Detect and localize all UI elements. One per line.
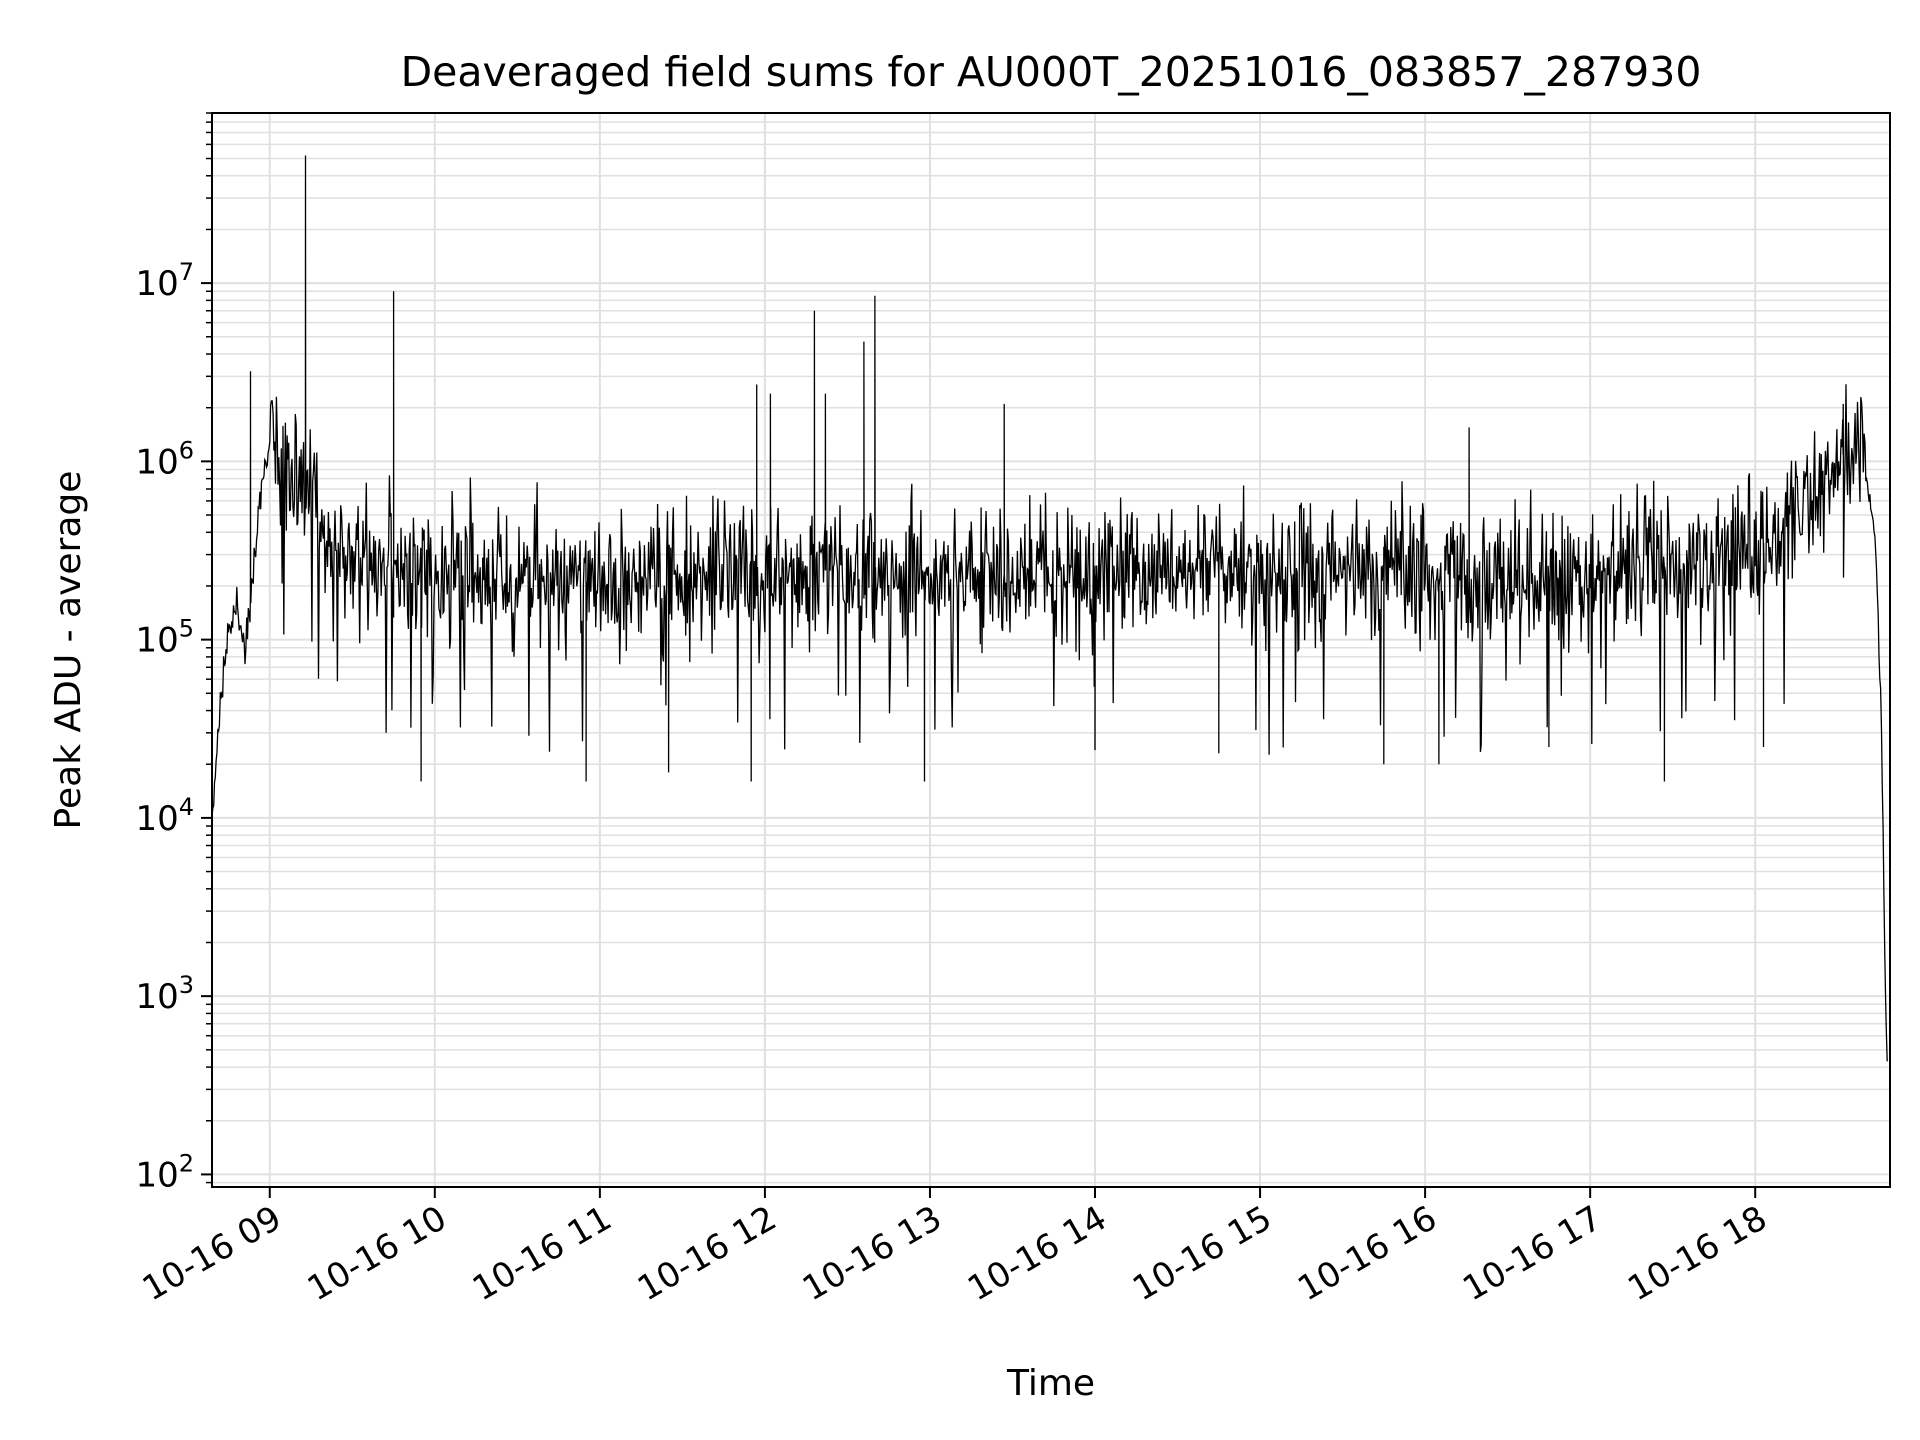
y-tick-label: 105: [135, 615, 194, 661]
y-tick-label: 102: [135, 1149, 194, 1195]
x-axis-label: Time: [1006, 1363, 1095, 1404]
y-tick-label: 106: [135, 436, 194, 482]
y-tick-label: 107: [135, 258, 194, 304]
series-line: [211, 155, 1888, 1062]
y-tick-label: 104: [135, 793, 194, 839]
chart-title: Deaveraged field sums for AU000T_2025101…: [401, 48, 1702, 96]
plot-frame: [211, 112, 1891, 1188]
grid-lines: [212, 112, 1890, 1187]
y-axis-label: Peak ADU - average: [48, 471, 89, 830]
y-tick-label: 103: [135, 971, 194, 1017]
data-series: [211, 155, 1888, 1062]
